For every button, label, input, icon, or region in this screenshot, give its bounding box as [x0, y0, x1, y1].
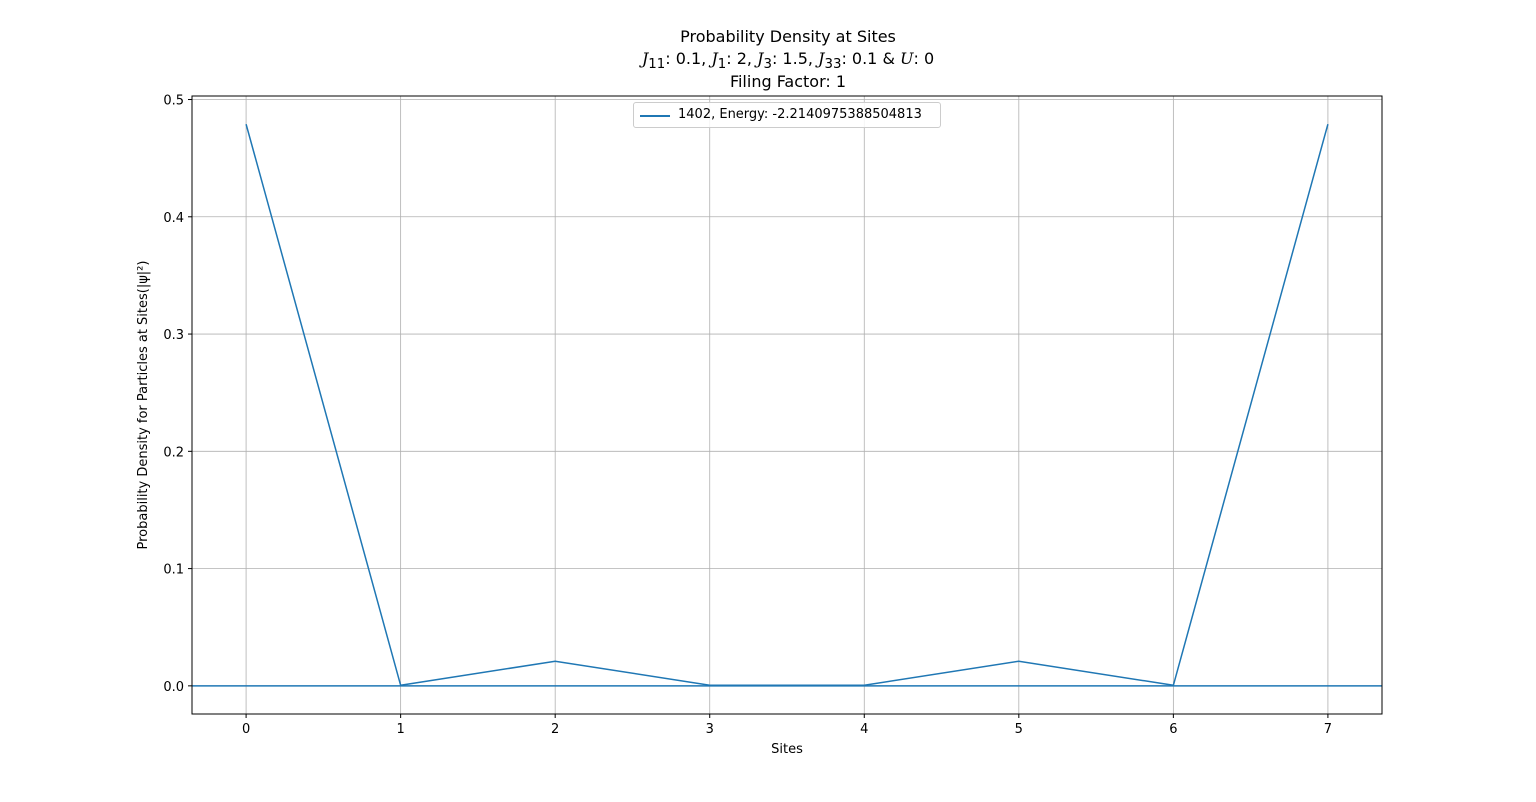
x-tick-label: 5 — [1015, 722, 1023, 737]
x-axis-ticks: 0 1 2 3 4 5 6 7 — [242, 714, 1332, 737]
j11-value: : 0.1, — [665, 49, 712, 68]
j1-value: : 2, — [726, 49, 758, 68]
x-tick-label: 6 — [1169, 722, 1177, 737]
x-tick-label: 1 — [396, 722, 404, 737]
j3-symbol: J — [757, 49, 764, 68]
j33-symbol: J — [818, 49, 825, 68]
legend: 1402, Energy: -2.2140975388504813 — [633, 102, 941, 128]
x-tick-label: 3 — [706, 722, 714, 737]
j3-value: : 1.5, — [771, 49, 819, 68]
chart-subtitle: J11: 0.1, J1: 2, J3: 1.5, J33: 0.1 & U: … — [0, 48, 1536, 76]
y-tick-label: 0.4 — [163, 211, 184, 226]
u-value: : 0 — [913, 49, 935, 68]
j11-symbol: J — [641, 49, 649, 68]
j33-value: : 0.1 & — [841, 49, 901, 68]
y-tick-label: 0.3 — [163, 328, 184, 343]
y-tick-label: 0.1 — [163, 563, 184, 578]
plot-lines — [192, 123, 1382, 687]
legend-label: 1402, Energy: -2.2140975388504813 — [678, 107, 922, 122]
u-symbol: U — [900, 49, 914, 68]
j1-subscript: 1 — [717, 57, 727, 73]
x-tick-label: 4 — [860, 722, 868, 737]
chart-subtitle-filling: Filing Factor: 1 — [729, 72, 847, 91]
j1-symbol: J — [711, 49, 718, 68]
y-axis-label: Probability Density for Particles at Sit… — [136, 261, 151, 550]
y-tick-label: 0.2 — [163, 445, 184, 460]
series-line — [245, 123, 1329, 687]
x-tick-label: 7 — [1324, 722, 1332, 737]
y-tick-label: 0.5 — [163, 94, 184, 109]
chart-title: Probability Density at Sites — [680, 27, 896, 46]
grid-lines — [192, 96, 1382, 714]
axes-frame — [191, 95, 1383, 715]
y-axis-ticks: 0.0 0.1 0.2 0.3 0.4 0.5 — [163, 94, 192, 695]
x-tick-label: 0 — [242, 722, 250, 737]
j33-subscript: 33 — [824, 57, 842, 73]
x-axis-label: Sites — [771, 742, 803, 757]
legend-swatch — [640, 115, 670, 117]
j3-subscript: 3 — [763, 57, 772, 73]
x-tick-label: 2 — [551, 722, 559, 737]
y-tick-label: 0.0 — [163, 680, 184, 695]
j11-subscript: 11 — [648, 57, 666, 73]
